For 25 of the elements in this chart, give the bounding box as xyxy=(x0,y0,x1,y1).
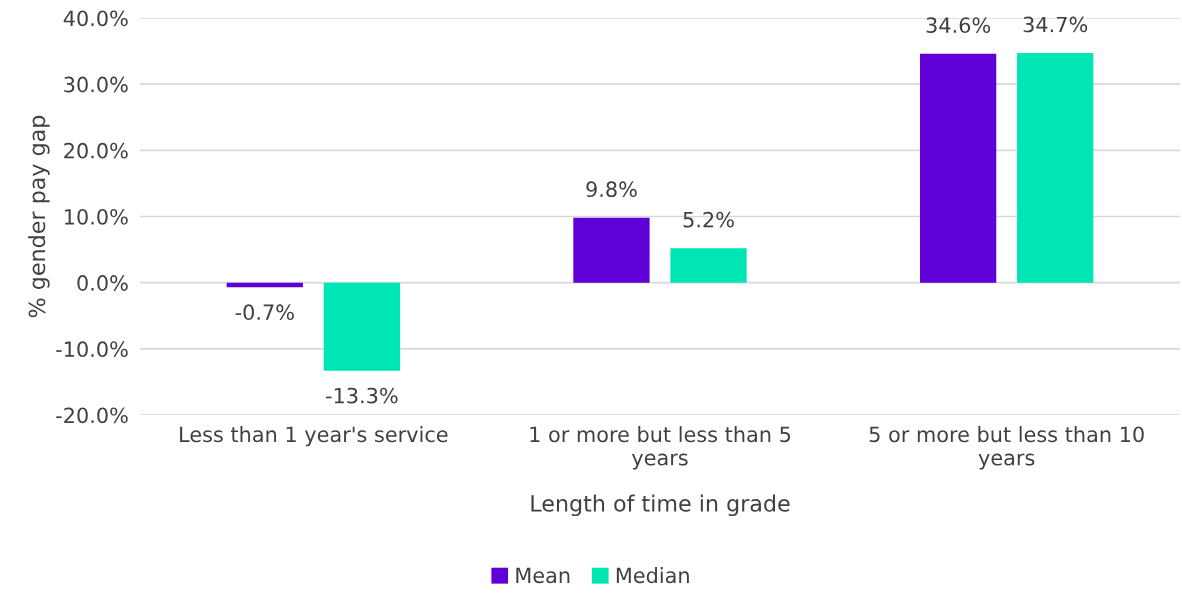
bar xyxy=(670,248,747,283)
bar xyxy=(1017,53,1094,283)
legend-label: Median xyxy=(616,567,689,584)
legend-label: Mean xyxy=(516,567,570,584)
y-tick-label: 40.0% xyxy=(63,10,128,27)
y-tick-label: 10.0% xyxy=(65,208,128,225)
y-tick-label: 0.0% xyxy=(77,275,128,291)
bar xyxy=(573,217,650,283)
data-label: -13.3% xyxy=(326,387,398,404)
data-label: 34.6% xyxy=(926,17,991,34)
data-label: 9.8% xyxy=(586,181,637,198)
x-axis-title: Length of time in grade xyxy=(531,494,790,517)
data-label: 34.7% xyxy=(1023,16,1088,33)
y-axis-title: % gender pay gap xyxy=(28,115,50,318)
y-tick-label: -20.0% xyxy=(56,407,128,424)
y-tick-label: 30.0% xyxy=(64,76,128,93)
bar xyxy=(920,53,997,283)
data-label: 5.2% xyxy=(683,211,734,228)
x-tick-label: Less than 1 year's service xyxy=(180,426,448,447)
y-tick-label: 20.0% xyxy=(64,142,128,159)
x-tick-label: 5 or more but less than 10 years xyxy=(869,426,1144,470)
y-tick-label: -10.0% xyxy=(56,341,128,358)
bar xyxy=(323,282,400,371)
data-label: -0.7% xyxy=(235,304,294,321)
x-tick-label: 1 or more but less than 5 years xyxy=(530,426,791,470)
